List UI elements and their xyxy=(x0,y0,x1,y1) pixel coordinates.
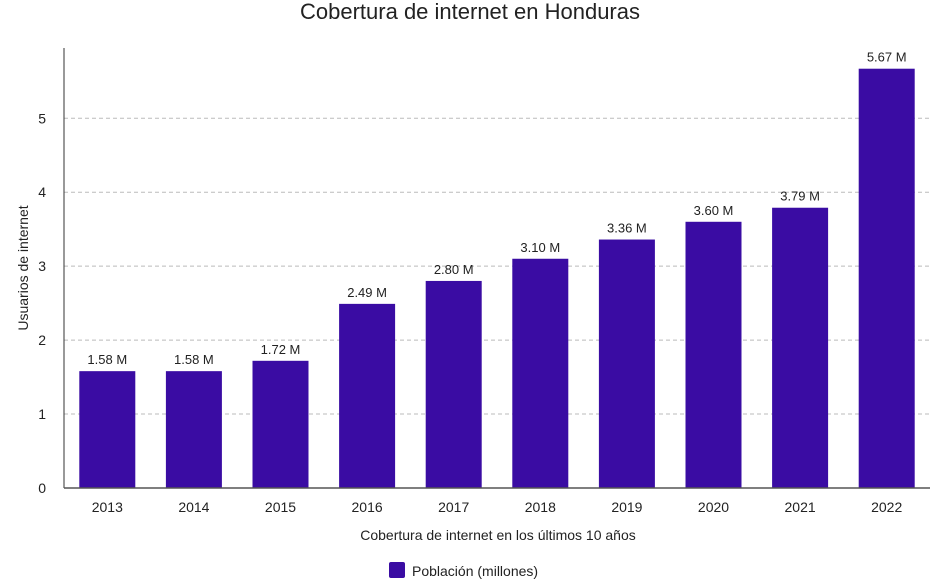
bar-2015 xyxy=(252,360,309,488)
y-tick-label: 1 xyxy=(38,406,46,422)
y-tick-label: 2 xyxy=(38,332,46,348)
y-tick-label: 4 xyxy=(38,184,46,200)
chart-title: Cobertura de internet en Honduras xyxy=(300,0,640,24)
x-tick-labels: 2013 2014 2015 2016 2017 2018 2019 2020 2021 2022 xyxy=(92,499,903,515)
x-tick-label: 2018 xyxy=(525,499,556,515)
bar-2014 xyxy=(165,371,222,488)
data-label-2016: 2.49 M xyxy=(347,285,387,300)
y-tick-label: 5 xyxy=(38,110,46,126)
data-label-2019: 3.36 M xyxy=(607,221,647,236)
bar-2019 xyxy=(598,239,655,488)
data-label-2013: 1.58 M xyxy=(87,352,127,367)
legend[interactable]: Población (millones) xyxy=(389,562,538,579)
legend-label: Población (millones) xyxy=(412,563,538,579)
data-label-2017: 2.80 M xyxy=(434,262,474,277)
y-axis-label: Usuarios de internet xyxy=(15,205,31,330)
bar-2017 xyxy=(425,280,482,488)
x-tick-label: 2015 xyxy=(265,499,296,515)
data-label-2018: 3.10 M xyxy=(520,240,560,255)
data-labels: 1.58 M 1.58 M 1.72 M 2.49 M 2.80 M 3.10 M 3.36… xyxy=(87,50,906,367)
y-tick-label: 0 xyxy=(38,480,46,496)
data-label-2021: 3.79 M xyxy=(780,189,820,204)
x-tick-label: 2022 xyxy=(871,499,902,515)
bar-2018 xyxy=(512,258,569,488)
bar-2016 xyxy=(339,303,396,488)
x-tick-label: 2014 xyxy=(178,499,209,515)
y-tick-label: 3 xyxy=(38,258,46,274)
x-tick-label: 2016 xyxy=(352,499,383,515)
bar-2013 xyxy=(79,371,136,488)
y-tick-labels: 0 1 2 3 4 5 xyxy=(38,110,46,496)
data-label-2015: 1.72 M xyxy=(261,342,301,357)
data-label-2020: 3.60 M xyxy=(694,203,734,218)
legend-swatch xyxy=(389,562,405,578)
x-tick-label: 2013 xyxy=(92,499,123,515)
bar-2022 xyxy=(858,68,915,489)
data-label-2022: 5.67 M xyxy=(867,50,907,65)
x-tick-label: 2017 xyxy=(438,499,469,515)
data-label-2014: 1.58 M xyxy=(174,352,214,367)
bar-2021 xyxy=(772,207,829,489)
x-tick-label: 2020 xyxy=(698,499,729,515)
x-axis-label: Cobertura de internet en los últimos 10 … xyxy=(360,527,636,543)
x-tick-label: 2021 xyxy=(785,499,816,515)
bars xyxy=(79,68,915,489)
bar-2020 xyxy=(685,221,742,489)
x-tick-label: 2019 xyxy=(611,499,642,515)
